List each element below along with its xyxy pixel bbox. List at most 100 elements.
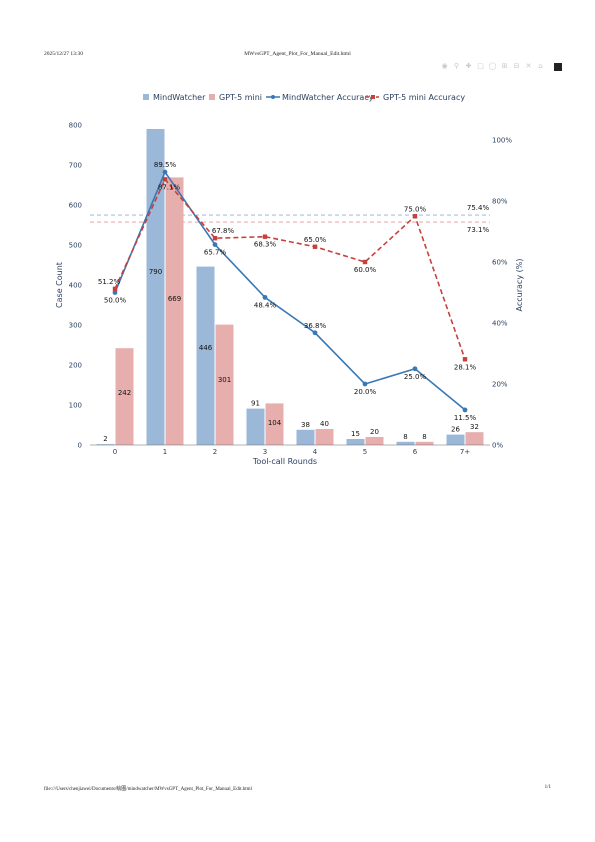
accuracy-label: 50.0% bbox=[104, 297, 127, 305]
y2-tick-label: 0% bbox=[492, 442, 503, 450]
y-tick-label: 500 bbox=[69, 242, 82, 250]
accuracy-marker[interactable] bbox=[462, 407, 468, 413]
axes: 01002003004005006007008000%20%40%60%80%1… bbox=[69, 122, 513, 457]
bar[interactable] bbox=[365, 437, 384, 445]
print-footer-path: file:///Users/chenjiawei/Documents/绘图/mi… bbox=[44, 787, 252, 792]
zoom-in-icon[interactable]: ⊞ bbox=[501, 62, 508, 70]
bar[interactable] bbox=[215, 324, 234, 445]
y2-tick-label: 80% bbox=[492, 198, 508, 206]
x-tick-label: 7+ bbox=[460, 448, 470, 456]
accuracy-label: 51.2% bbox=[98, 278, 121, 286]
bar[interactable] bbox=[196, 266, 215, 445]
bar-value-label: 20 bbox=[370, 428, 379, 436]
accuracy-marker[interactable] bbox=[412, 214, 418, 219]
x-tick-label: 6 bbox=[413, 448, 418, 456]
accuracy-label: 65.7% bbox=[204, 249, 227, 257]
accuracy-marker[interactable] bbox=[362, 259, 368, 265]
bar[interactable] bbox=[246, 408, 265, 445]
accuracy-marker[interactable] bbox=[162, 177, 168, 182]
y-tick-label: 600 bbox=[69, 202, 82, 210]
y-axis-title: Case Count bbox=[55, 262, 64, 308]
y2-axis-title: Accuracy (%) bbox=[515, 259, 524, 312]
y-tick-label: 700 bbox=[69, 162, 82, 170]
bar[interactable] bbox=[265, 403, 284, 445]
bar[interactable] bbox=[165, 177, 184, 445]
x-tick-label: 2 bbox=[213, 448, 217, 456]
autoscale-icon[interactable]: ✕ bbox=[525, 62, 532, 70]
lasso-icon[interactable]: ◯ bbox=[488, 62, 497, 70]
accuracy-label: 65.0% bbox=[304, 236, 327, 244]
print-footer-page: 1/1 bbox=[544, 785, 551, 790]
legend-label-mindwatcher[interactable]: MindWatcher bbox=[153, 93, 206, 102]
accuracy-marker[interactable] bbox=[312, 244, 318, 249]
y2-tick-label: 100% bbox=[492, 137, 512, 145]
accuracy-label: 20.0% bbox=[354, 388, 377, 396]
accuracy-marker[interactable] bbox=[462, 357, 468, 362]
accuracy-marker[interactable] bbox=[412, 366, 418, 372]
y-tick-label: 300 bbox=[69, 322, 82, 330]
y2-tick-label: 60% bbox=[492, 259, 508, 267]
y-tick-label: 200 bbox=[69, 362, 82, 370]
box-select-icon[interactable]: □ bbox=[477, 62, 484, 70]
bar[interactable] bbox=[315, 429, 334, 445]
accuracy-label: 25.0% bbox=[404, 373, 427, 381]
bar-value-label: 8 bbox=[422, 433, 426, 441]
bar[interactable] bbox=[146, 129, 165, 445]
accuracy-marker[interactable] bbox=[162, 169, 168, 175]
legend-label-gpt5mini-accuracy[interactable]: GPT-5 mini Accuracy bbox=[383, 93, 465, 102]
camera-icon[interactable]: ◉ bbox=[441, 62, 448, 70]
bar-value-label: 301 bbox=[218, 376, 231, 384]
reference-line-label: 73.1% bbox=[467, 226, 490, 234]
bar-value-label: 242 bbox=[118, 389, 131, 397]
bar-value-label: 8 bbox=[403, 433, 407, 441]
accuracy-label: 48.4% bbox=[254, 301, 277, 309]
accuracy-lines bbox=[112, 169, 468, 413]
y2-tick-label: 20% bbox=[492, 381, 508, 389]
accuracy-label: 75.0% bbox=[404, 205, 427, 213]
bar-value-label: 2 bbox=[103, 435, 107, 443]
bar[interactable] bbox=[296, 429, 315, 445]
accuracy-label: 68.3% bbox=[254, 241, 277, 249]
bar-value-label: 790 bbox=[149, 268, 162, 276]
bar[interactable] bbox=[96, 444, 115, 445]
accuracy-line[interactable] bbox=[114, 170, 466, 411]
accuracy-label: 67.8% bbox=[212, 227, 235, 235]
accuracy-marker[interactable] bbox=[212, 236, 218, 241]
print-header-title: MWvsGPT_Agent_Plot_For_Manual_Edit.html bbox=[244, 51, 351, 57]
bar[interactable] bbox=[346, 439, 365, 445]
bar[interactable] bbox=[465, 432, 484, 445]
accuracy-marker[interactable] bbox=[112, 290, 118, 295]
legend-swatch-gpt5mini[interactable] bbox=[209, 94, 215, 100]
x-tick-label: 4 bbox=[313, 448, 318, 456]
accuracy-marker[interactable] bbox=[212, 242, 218, 248]
reference-line-label: 75.4% bbox=[467, 204, 490, 212]
accuracy-marker[interactable] bbox=[262, 234, 268, 239]
pan-icon[interactable]: ✚ bbox=[465, 62, 472, 70]
legend-swatch-mindwatcher[interactable] bbox=[143, 94, 149, 100]
plotly-logo[interactable] bbox=[554, 62, 562, 71]
bar[interactable] bbox=[115, 348, 134, 445]
accuracy-label: 28.1% bbox=[454, 363, 477, 371]
accuracy-marker[interactable] bbox=[362, 381, 368, 387]
y-tick-label: 400 bbox=[69, 282, 82, 290]
zoom-icon[interactable]: ⚲ bbox=[453, 62, 460, 70]
bar-value-label: 446 bbox=[199, 344, 213, 352]
reset-axes-icon[interactable]: ⌂ bbox=[538, 62, 543, 70]
bar[interactable] bbox=[396, 441, 415, 445]
accuracy-marker[interactable] bbox=[312, 330, 318, 336]
bar-value-label: 669 bbox=[168, 295, 181, 303]
bar-value-label: 15 bbox=[351, 430, 360, 438]
accuracy-marker[interactable] bbox=[262, 294, 268, 300]
y2-tick-label: 40% bbox=[492, 320, 508, 328]
accuracy-line[interactable] bbox=[114, 177, 466, 360]
bar-value-label: 91 bbox=[251, 400, 260, 408]
accuracy-marker[interactable] bbox=[112, 286, 118, 292]
print-header-date: 2025/12/27 13:30 bbox=[44, 51, 83, 57]
bar[interactable] bbox=[446, 434, 465, 445]
legend-label-gpt5mini[interactable]: GPT-5 mini bbox=[219, 93, 262, 102]
zoom-out-icon[interactable]: ⊟ bbox=[513, 62, 520, 70]
x-tick-label: 1 bbox=[163, 448, 167, 456]
legend-label-mindwatcher-accuracy[interactable]: MindWatcher Accuracy bbox=[282, 93, 374, 102]
bar-value-label: 26 bbox=[451, 426, 460, 434]
bar[interactable] bbox=[415, 441, 434, 445]
